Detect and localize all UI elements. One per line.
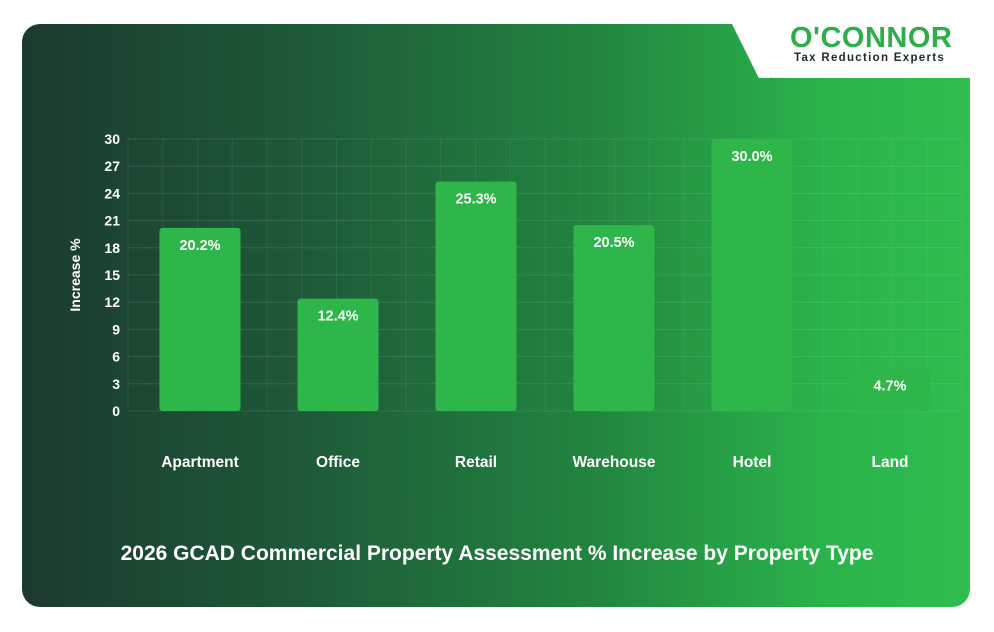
y-tick-label: 27 — [104, 158, 120, 174]
bar-office — [297, 298, 379, 411]
y-tick-label: 3 — [112, 376, 120, 392]
data-label: 20.2% — [179, 238, 220, 254]
logo-tab — [757, 20, 994, 78]
data-label: 25.3% — [455, 192, 496, 208]
bar-land — [849, 368, 931, 411]
brand-tagline: Tax Reduction Experts — [794, 52, 946, 64]
x-tick-label: Apartment — [161, 454, 239, 471]
x-tick-label: Hotel — [733, 454, 772, 471]
data-label: 30.0% — [731, 149, 772, 165]
y-tick-label: 18 — [104, 240, 120, 256]
y-tick-label: 24 — [104, 185, 120, 201]
y-axis-label: Increase % — [67, 238, 83, 312]
x-tick-label: Retail — [455, 454, 497, 471]
bar-retail — [435, 181, 517, 411]
y-tick-label: 9 — [112, 321, 120, 337]
data-label: 20.5% — [593, 235, 634, 251]
y-tick-label: 6 — [112, 349, 120, 365]
data-label: 4.7% — [873, 378, 906, 394]
bar-warehouse — [573, 225, 655, 411]
x-tick-label: Land — [871, 454, 908, 471]
y-tick-label: 0 — [112, 403, 120, 419]
bar-apartment — [159, 227, 241, 411]
x-tick-label: Warehouse — [573, 454, 656, 471]
y-tick-label: 21 — [104, 213, 120, 229]
brand-logo: O'CONNOR — [790, 22, 953, 54]
y-tick-label: 30 — [104, 131, 120, 147]
y-tick-label: 12 — [104, 294, 120, 310]
bar-hotel — [711, 139, 793, 411]
y-tick-label: 15 — [104, 267, 120, 283]
chart-caption: 2026 GCAD Commercial Property Assessment… — [120, 542, 874, 565]
data-label: 12.4% — [317, 309, 358, 325]
x-tick-label: Office — [316, 454, 360, 471]
